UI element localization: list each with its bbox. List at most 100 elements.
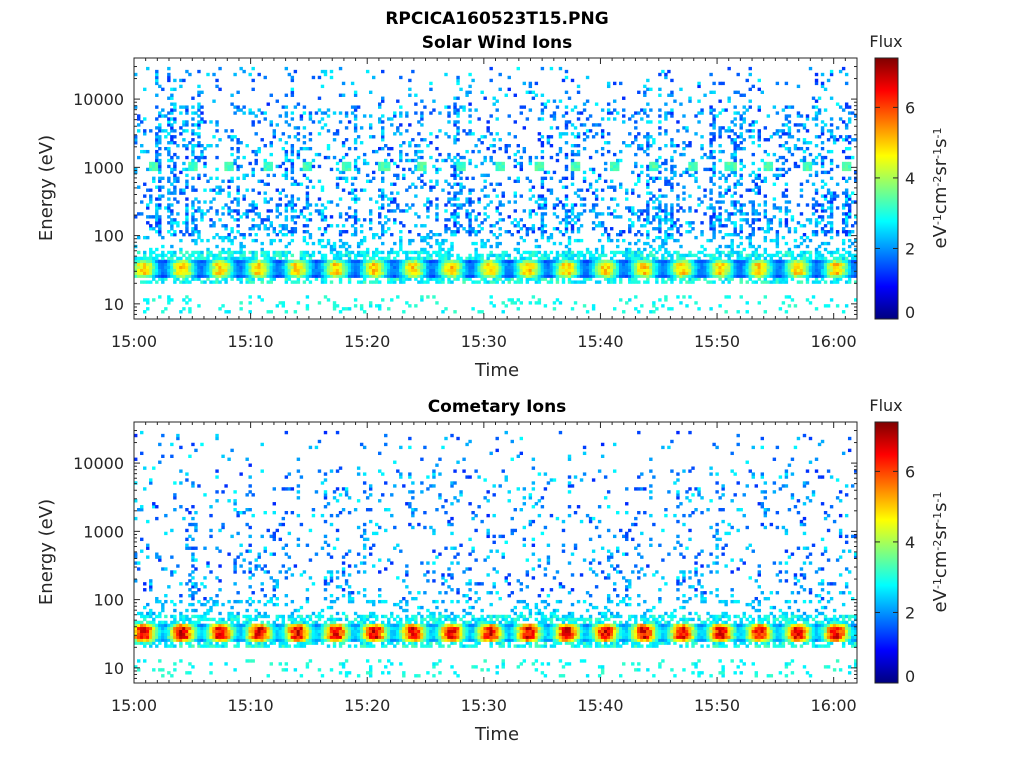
spectrogram-cell <box>489 78 493 83</box>
spectrogram-cell <box>381 194 385 198</box>
spectrogram-cell <box>149 256 153 261</box>
spectrogram-cell <box>567 250 572 255</box>
spectrogram-cell <box>441 310 445 314</box>
spectrogram-cell <box>417 253 421 258</box>
spectrogram-cell <box>585 265 590 269</box>
spectrogram-cell <box>170 158 174 163</box>
spectrogram-cell <box>793 256 798 261</box>
spectrogram-cell <box>703 194 707 198</box>
spectrogram-cell <box>251 149 255 154</box>
spectrogram-cell <box>450 164 454 169</box>
spectrogram-cell <box>453 221 457 225</box>
spectrogram-cell <box>646 271 650 275</box>
spectrogram-cell <box>685 262 689 267</box>
spectrogram-cell <box>450 158 454 163</box>
spectrogram-cell <box>399 114 403 118</box>
spectrogram-cell <box>631 274 635 278</box>
spectrogram-cell <box>558 99 563 103</box>
spectrogram-cell <box>495 241 499 246</box>
spectrogram-cell <box>251 170 255 175</box>
spectrogram-cell <box>242 250 246 255</box>
spectrogram-cell <box>173 262 177 267</box>
spectrogram-cell <box>483 218 487 222</box>
spectrogram-cell <box>640 268 644 272</box>
spectrogram-cell <box>664 230 668 234</box>
spectrogram-cell <box>769 271 774 275</box>
spectrogram-cell <box>483 244 487 249</box>
spectrogram-cell <box>143 117 147 121</box>
spectrogram-cell <box>173 173 177 178</box>
spectrogram-cell <box>368 265 373 269</box>
spectrogram-cell <box>670 170 674 175</box>
spectrogram-cell <box>664 144 668 148</box>
spectrogram-cell <box>290 203 295 207</box>
spectrogram-cell <box>408 304 412 308</box>
spectrogram-cell <box>197 158 201 163</box>
spectrogram-cell <box>748 256 752 261</box>
spectrogram-cell <box>576 227 581 231</box>
spectrogram-cell <box>146 262 150 267</box>
spectrogram-cell <box>631 253 635 258</box>
spectrogram-cell <box>215 78 219 83</box>
spectrogram-cell <box>191 268 195 272</box>
spectrogram-cell <box>612 253 617 258</box>
spectrogram-cell <box>543 250 548 255</box>
spectrogram-cell <box>664 268 668 272</box>
spectrogram-cell <box>616 161 620 166</box>
spectrogram-cell <box>353 126 358 130</box>
spectrogram-cell <box>338 268 343 272</box>
spectrogram-cell <box>393 262 397 267</box>
spectrogram-cell <box>368 274 373 278</box>
spectrogram-cell <box>230 250 234 255</box>
spectrogram-cell <box>477 256 481 261</box>
spectrogram-cell <box>691 221 695 225</box>
spectrogram-cell <box>317 164 322 169</box>
spectrogram-cell <box>519 274 524 278</box>
spectrogram-cell <box>670 232 674 237</box>
spectrogram-cell <box>528 265 533 269</box>
spectrogram-cell <box>691 277 695 281</box>
spectrogram-cell <box>760 271 765 275</box>
spectrogram-cell <box>402 262 406 267</box>
spectrogram-cell <box>453 96 457 100</box>
spectrogram-cell <box>634 152 638 157</box>
spectrogram-cell <box>576 265 581 269</box>
spectrogram-cell <box>299 271 304 275</box>
spectrogram-cell <box>670 224 674 228</box>
spectrogram-cell <box>591 259 596 264</box>
spectrogram-cell <box>631 280 635 284</box>
spectrogram-cell <box>694 301 698 305</box>
spectrogram-cell <box>754 271 758 275</box>
spectrogram-cell <box>146 298 150 302</box>
spectrogram-cell <box>453 262 457 267</box>
spectrogram-cell <box>528 259 533 264</box>
spectrogram-cell <box>278 253 283 258</box>
spectrogram-cell <box>625 256 629 261</box>
spectrogram-cell <box>564 253 569 258</box>
spectrogram-cell <box>513 265 517 269</box>
spectrogram-cell <box>646 209 650 213</box>
spectrogram-cell <box>748 232 752 237</box>
spectrogram-cell <box>664 75 668 80</box>
spectrogram-cell <box>537 244 542 249</box>
spectrogram-cell <box>459 265 463 269</box>
spectrogram-cell <box>736 144 740 148</box>
spectrogram-cell <box>387 250 391 255</box>
spectrogram-cell <box>390 117 394 121</box>
spectrogram-cell <box>254 268 258 272</box>
spectrogram-cell <box>399 75 403 80</box>
spectrogram-cell <box>402 176 406 181</box>
spectrogram-cell <box>200 218 204 222</box>
spectrogram-cell <box>284 259 289 264</box>
spectrogram-cell <box>519 161 524 166</box>
spectrogram-cell <box>275 250 279 255</box>
spectrogram-cell <box>796 274 801 278</box>
spectrogram-cell <box>296 155 301 160</box>
spectrogram-cell <box>600 265 605 269</box>
spectrogram-cell <box>293 227 298 231</box>
spectrogram-cell <box>390 247 394 252</box>
spectrogram-cell <box>585 274 590 278</box>
spectrogram-cell <box>600 247 605 252</box>
spectrogram-cell <box>323 155 328 160</box>
spectrogram-cell <box>543 212 548 216</box>
